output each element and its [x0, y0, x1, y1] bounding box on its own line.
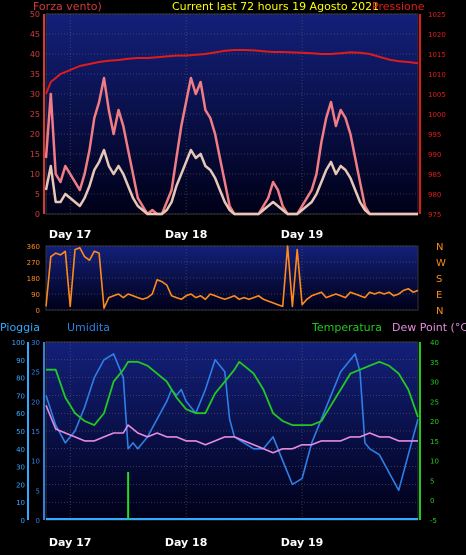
direction-tick-label: 270 [27, 259, 40, 267]
wind-tick-label: 45 [30, 30, 40, 39]
rain-tick-label: 100 [12, 339, 25, 347]
humidity-axis-title: Umidita [67, 321, 110, 334]
temperature-tick-label: 15 [430, 438, 439, 446]
wind-speed-line [44, 148, 418, 216]
wind-tick-label: 40 [30, 50, 40, 59]
direction-tick-label: 180 [27, 275, 40, 283]
compass-label: N [436, 242, 443, 253]
temperature-legend: Temperatura [311, 321, 382, 334]
direction-tick-label: 360 [27, 243, 40, 251]
dewpoint-axis-title: Dew Point (°C) [392, 321, 466, 334]
pressure-tick-label: 1005 [428, 91, 446, 99]
pressure-tick-label: 990 [428, 151, 441, 159]
humidity-tick-label: 30 [31, 339, 40, 347]
humidity-line [45, 353, 419, 492]
day-label: Day 19 [281, 228, 324, 241]
pressure-line [45, 49, 419, 95]
wind-tick-label: 15 [30, 150, 40, 159]
temperature-tick-label: 0 [430, 497, 434, 505]
wind-tick-label: 50 [30, 10, 40, 19]
rain-axis-title: Pioggia [0, 321, 40, 334]
wind-tick-label: 5 [35, 190, 40, 199]
temperature-line [46, 360, 419, 427]
pressure-tick-label: 1025 [428, 11, 446, 19]
pressure-tick-label: 1010 [428, 71, 446, 79]
day-label: Day 18 [165, 536, 208, 549]
pressure-tick-label: 995 [428, 131, 441, 139]
humidity-tick-label: 10 [31, 458, 40, 466]
humidity-tick-label: 0 [36, 517, 40, 525]
chart-title: Current last 72 hours 19 Agosto 2021 [172, 0, 379, 13]
compass-label: S [436, 274, 442, 285]
rain-tick-label: 40 [16, 446, 25, 454]
dewpoint-line [45, 404, 418, 454]
temperature-tick-label: 20 [430, 418, 439, 426]
wind-tick-label: 30 [30, 90, 40, 99]
wind-tick-label: 0 [35, 210, 40, 219]
wind-tick-label: 10 [30, 170, 40, 179]
humidity-tick-label: 25 [31, 369, 40, 377]
rain-tick-label: 0 [21, 517, 25, 525]
rain-tick-label: 70 [16, 392, 25, 400]
temperature-tick-label: 10 [430, 458, 439, 466]
temperature-tick-label: 40 [430, 339, 439, 347]
wind-tick-label: 20 [30, 130, 40, 139]
compass-label: N [436, 306, 443, 317]
temperature-tick-label: 25 [430, 398, 439, 406]
pressure-tick-label: 1000 [428, 111, 446, 119]
compass-label: E [436, 290, 442, 301]
pressure-tick-label: 1020 [428, 31, 446, 39]
day-label: Day 17 [49, 228, 92, 241]
pressure-tick-label: 985 [428, 171, 441, 179]
wind-gust-line [44, 76, 418, 216]
direction-tick-label: 90 [31, 291, 40, 299]
humidity-tick-label: 15 [31, 428, 40, 436]
day-label: Day 17 [49, 536, 92, 549]
temperature-tick-label: 35 [430, 359, 439, 367]
pressure-tick-label: 980 [428, 191, 441, 199]
rain-tick-label: 50 [16, 428, 25, 436]
compass-label: W [436, 258, 446, 269]
pressure-axis-title: Pressione [372, 0, 425, 13]
temperature-tick-label: -5 [430, 517, 437, 525]
temperature-tick-label: 5 [430, 477, 434, 485]
rain-tick-label: 60 [16, 410, 25, 418]
rain-tick-label: 90 [16, 357, 25, 365]
humidity-tick-label: 20 [31, 398, 40, 406]
wind-direction-line [45, 245, 419, 310]
day-label: Day 19 [281, 536, 324, 549]
pressure-tick-label: 975 [428, 211, 441, 219]
day-label: Day 18 [165, 228, 208, 241]
rain-tick-label: 10 [16, 499, 25, 507]
wind-axis-title: Forza vento) [33, 0, 102, 13]
direction-tick-label: 0 [36, 307, 40, 315]
humidity-tick-label: 5 [36, 487, 40, 495]
rain-tick-label: 20 [16, 481, 25, 489]
pressure-tick-label: 1015 [428, 51, 446, 59]
wind-tick-label: 25 [30, 110, 40, 119]
rain-tick-label: 80 [16, 375, 25, 383]
wind-tick-label: 35 [30, 70, 40, 79]
temperature-tick-label: 30 [430, 379, 439, 387]
rain-tick-label: 30 [16, 464, 25, 472]
